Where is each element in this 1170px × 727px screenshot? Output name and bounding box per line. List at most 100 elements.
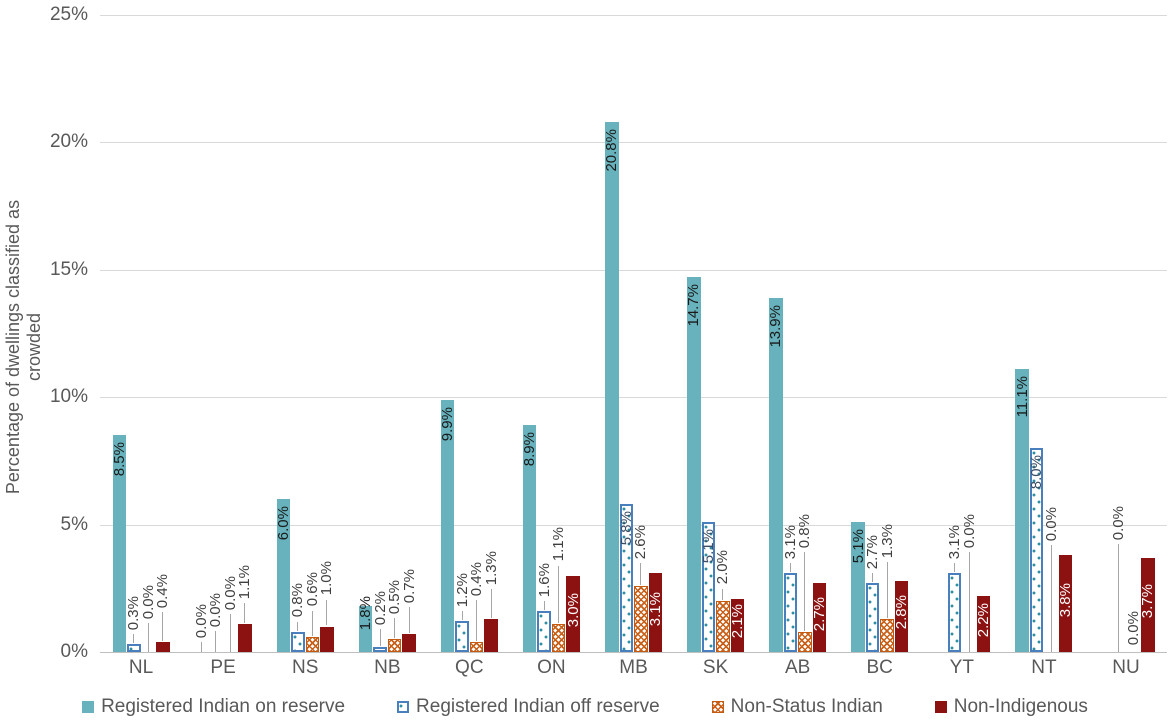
x-tick-label: BC	[866, 657, 893, 678]
value-label-non-indigenous-AB: 2.7%	[810, 596, 828, 631]
chart-legend: Registered Indian on reserve Registered I…	[0, 692, 1170, 722]
y-tick-label: 0%	[60, 641, 88, 662]
bar-non-indigenous-SK	[730, 598, 745, 652]
value-label-off-reserve-NT: 8.0%	[1028, 455, 1046, 490]
value-label-non-status-MB: 2.6%	[632, 524, 650, 559]
bar-non-indigenous-ON	[566, 575, 580, 652]
x-tick-label: NB	[374, 657, 401, 678]
legend-item-non-status: Non-Status Indian	[711, 696, 883, 718]
x-tick-label: NL	[128, 657, 154, 678]
leader-line	[1118, 544, 1120, 652]
bar-on-reserve-MB	[605, 122, 619, 652]
leader-line	[200, 642, 202, 652]
gridline	[100, 269, 1167, 271]
value-label-non-indigenous-ON: 3.0%	[564, 592, 582, 627]
x-tick-label: MB	[619, 657, 648, 678]
leader-line	[886, 562, 888, 618]
x-axis-line	[100, 652, 1167, 653]
bar-non-status-MB	[634, 585, 648, 652]
legend-item-off-reserve: Registered Indian off reserve	[397, 696, 660, 718]
y-tick-label: 25%	[49, 4, 88, 25]
leader-line	[394, 618, 395, 639]
value-label-non-status-YT: 0.0%	[960, 513, 978, 548]
bar-on-reserve-NS	[276, 499, 291, 652]
bar-non-status-SK	[716, 601, 730, 652]
gridline	[100, 397, 1167, 399]
leader-line	[408, 607, 410, 634]
y-axis-title: Percentage of dwellings classified as cr…	[3, 199, 44, 495]
leader-line	[558, 565, 560, 623]
value-label-non-indigenous-YT: 2.2%	[975, 603, 993, 638]
bar-non-status-NB	[387, 639, 402, 652]
leader-line	[872, 573, 873, 583]
legend-swatch-non-status	[711, 701, 724, 713]
bar-non-indigenous-QC	[484, 618, 498, 652]
bar-on-reserve-BC	[851, 522, 865, 652]
legend-item-on-reserve: Registered Indian on reserve	[82, 696, 345, 718]
bar-off-reserve-NB	[373, 646, 387, 652]
x-tick-label: AB	[785, 657, 811, 678]
value-label-non-status-AB: 0.8%	[796, 513, 814, 548]
bar-non-indigenous-NB	[402, 634, 416, 652]
value-label-on-reserve-NS: 6.0%	[274, 506, 292, 541]
value-label-non-indigenous-PE: 1.1%	[236, 564, 254, 599]
gridline	[100, 142, 1167, 144]
value-label-on-reserve-MB: 20.8%	[603, 129, 621, 172]
gridline	[100, 15, 1167, 16]
x-tick-label: NT	[1031, 657, 1057, 678]
bar-off-reserve-MB	[619, 504, 633, 652]
x-tick-label: QC	[455, 657, 484, 678]
y-tick-label: 15%	[49, 258, 88, 280]
value-label-non-indigenous-NB: 0.7%	[400, 569, 418, 604]
value-label-off-reserve-ON: 1.6%	[535, 563, 553, 598]
leader-line	[1050, 545, 1052, 652]
leader-line	[311, 610, 313, 636]
legend-label: Non-Indigenous	[953, 696, 1088, 717]
value-label-non-status-SK: 2.0%	[714, 550, 732, 585]
bar-non-indigenous-NS	[320, 626, 334, 652]
y-tick-label: 20%	[49, 131, 88, 153]
x-tick-label: NS	[291, 657, 319, 678]
value-label-on-reserve-AB: 13.9%	[767, 304, 785, 348]
leader-line	[379, 629, 381, 646]
gridline	[100, 524, 1167, 526]
value-label-non-indigenous-SK: 2.1%	[728, 604, 746, 639]
leader-line	[461, 611, 463, 621]
leader-line	[543, 601, 545, 611]
value-label-off-reserve-NU: 0.0%	[1110, 505, 1128, 540]
bar-on-reserve-ON	[522, 425, 537, 652]
leader-line	[147, 623, 149, 652]
value-label-non-status-NT: 0.0%	[1042, 507, 1060, 542]
x-tick-label: PE	[210, 657, 236, 678]
leader-line	[968, 552, 970, 652]
legend-label: Registered Indian on reserve	[101, 696, 346, 717]
leader-line	[244, 603, 246, 623]
bar-non-indigenous-MB	[648, 573, 662, 652]
legend-swatch-off-reserve	[397, 701, 410, 713]
bar-on-reserve-QC	[440, 399, 455, 652]
leader-line	[162, 612, 164, 641]
bar-on-reserve-SK	[687, 277, 701, 652]
bar-off-reserve-NS	[291, 631, 305, 652]
bar-off-reserve-BC	[865, 583, 880, 652]
bar-non-status-QC	[469, 641, 484, 652]
x-tick-label: SK	[702, 657, 729, 678]
legend-swatch-non-indigenous	[934, 701, 947, 713]
value-label-on-reserve-SK: 14.7%	[685, 284, 703, 327]
leader-line	[722, 588, 724, 600]
bar-non-status-ON	[551, 624, 566, 652]
bar-non-indigenous-NU	[1141, 557, 1155, 652]
legend-label: Non-Status Indian	[730, 696, 883, 717]
bar-off-reserve-NT	[1029, 448, 1044, 652]
value-label-non-indigenous-MB: 3.1%	[646, 591, 664, 626]
bar-non-indigenous-BC	[894, 580, 909, 652]
leader-line	[789, 563, 791, 572]
bar-on-reserve-NB	[358, 606, 373, 652]
leader-line	[804, 552, 806, 631]
leader-line	[476, 600, 478, 641]
bar-non-status-NS	[305, 636, 320, 652]
value-label-non-indigenous-NU: 3.7%	[1139, 583, 1157, 619]
leader-line	[215, 631, 217, 652]
x-tick-label: YT	[949, 657, 974, 678]
